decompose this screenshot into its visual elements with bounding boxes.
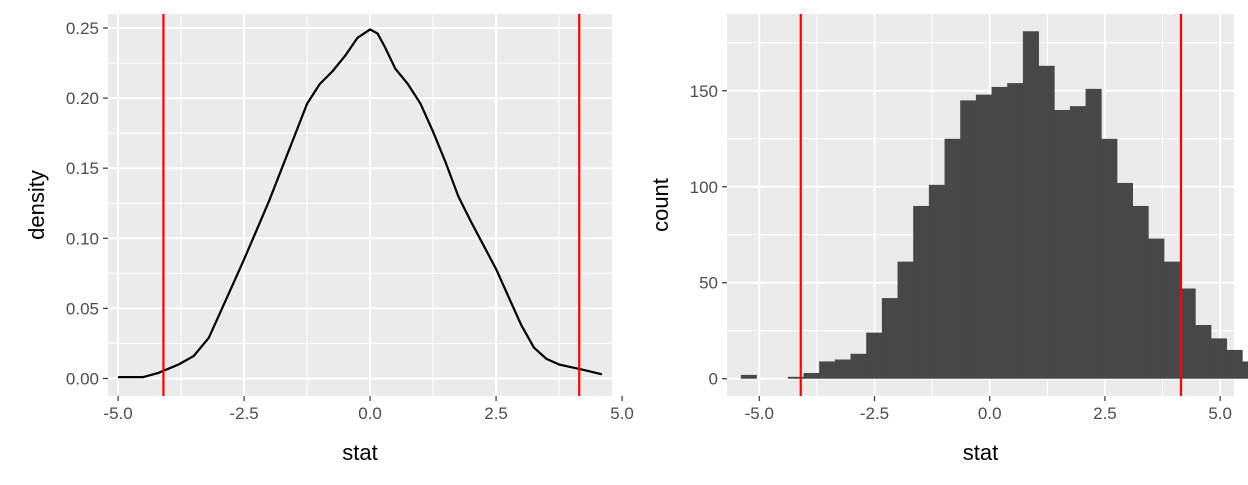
- x-tick-label: -5.0: [103, 404, 132, 423]
- histogram-bar: [1226, 349, 1243, 379]
- histogram-bar: [1085, 88, 1102, 379]
- histogram-bar: [1069, 106, 1086, 379]
- x-tick-label: -2.5: [860, 404, 889, 423]
- x-tick-label: 0.0: [358, 404, 382, 423]
- density-y-axis-title: density: [24, 170, 49, 240]
- x-tick-label: 0.0: [978, 404, 1002, 423]
- histogram-panel: -5.0 -2.5 0.0 2.5 5.0 0 50 100 150 stat count: [648, 14, 1248, 465]
- y-tick-label: 0.10: [66, 229, 99, 248]
- histogram-bar: [866, 332, 883, 379]
- histogram-bar: [1163, 261, 1181, 379]
- density-reference-lines: [162, 14, 581, 396]
- histogram-bar: [803, 372, 820, 379]
- histogram-reference-lines: [799, 14, 1183, 396]
- density-panel: -5.0 -2.5 0.0 2.5 5.0 0.00 0.05 0.10 0.15 0.20 0.2…: [24, 14, 634, 465]
- histogram-bar: [787, 376, 804, 379]
- y-tick-label: 0.20: [66, 89, 99, 108]
- x-tick-label: 5.0: [610, 404, 634, 423]
- histogram-bar: [944, 138, 961, 379]
- histogram-bar: [819, 361, 836, 379]
- histogram-bar: [834, 359, 851, 379]
- y-tick-label: 0.05: [66, 299, 99, 318]
- y-tick-label: 100: [690, 178, 718, 197]
- histogram-bar: [928, 184, 945, 379]
- histogram-bar: [1022, 31, 1039, 379]
- histogram-bar: [960, 100, 977, 379]
- x-tick-label: -5.0: [745, 404, 774, 423]
- y-tick-label: 150: [690, 82, 718, 101]
- histogram-bar: [1007, 83, 1024, 379]
- histogram-bars: [740, 31, 1248, 379]
- density-curve: [118, 28, 603, 379]
- x-tick-label: -2.5: [229, 404, 258, 423]
- y-tick-label: 0: [709, 370, 718, 389]
- density-marks: [118, 28, 603, 379]
- y-tick-label: 0.15: [66, 159, 99, 178]
- y-tick-label: 50: [699, 274, 718, 293]
- y-tick-label: 0.00: [66, 369, 99, 388]
- histogram-bar: [1038, 65, 1055, 379]
- x-tick-label: 2.5: [484, 404, 508, 423]
- histogram-bar: [897, 261, 914, 379]
- histogram-bar: [1132, 205, 1149, 379]
- histogram-bar: [1054, 109, 1071, 379]
- histogram-bar: [881, 298, 898, 379]
- histogram-bar: [850, 353, 867, 379]
- histogram-bar: [975, 94, 992, 379]
- histogram-bar: [1148, 238, 1165, 379]
- histogram-bar: [913, 205, 930, 379]
- histogram-bar: [740, 374, 757, 379]
- x-tick-label: 2.5: [1093, 404, 1117, 423]
- density-axes: -5.0 -2.5 0.0 2.5 5.0 0.00 0.05 0.10 0.15 0.20 0.2…: [66, 19, 634, 423]
- histogram-bar: [1179, 288, 1196, 379]
- histogram-x-axis-title: stat: [963, 440, 998, 465]
- histogram-bar: [1195, 324, 1212, 379]
- histogram-bar: [1101, 138, 1118, 379]
- histogram-bar: [1210, 338, 1228, 379]
- density-gridlines: [108, 14, 624, 396]
- histogram-bar: [991, 86, 1008, 379]
- histogram-y-axis-title: count: [648, 178, 673, 232]
- histogram-bar: [1116, 182, 1133, 379]
- y-tick-label: 0.25: [66, 19, 99, 38]
- density-x-axis-title: stat: [342, 440, 377, 465]
- x-tick-label: 5.0: [1208, 404, 1232, 423]
- density-panel-background: [108, 14, 612, 396]
- histogram-axes: -5.0 -2.5 0.0 2.5 5.0 0 50 100 150: [690, 82, 1232, 423]
- histogram-bar: [1242, 361, 1248, 379]
